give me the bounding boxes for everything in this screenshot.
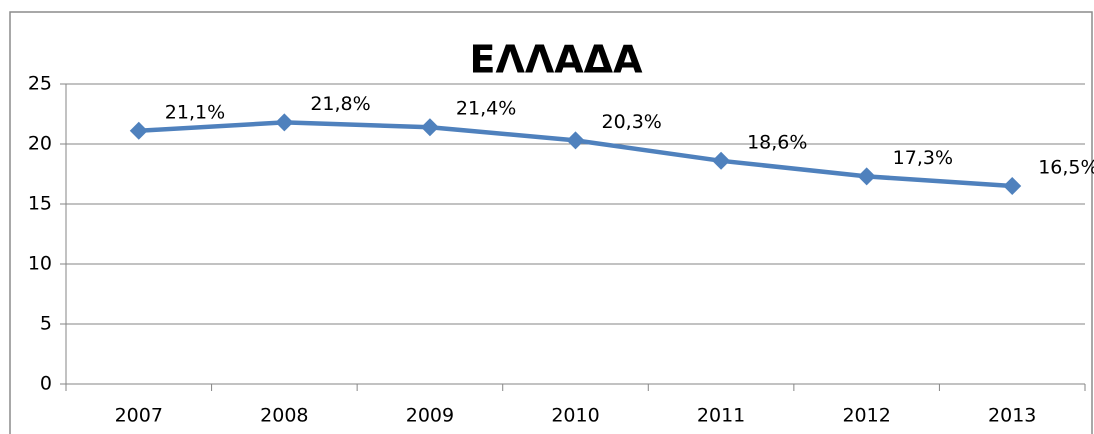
chart-frame bbox=[9, 11, 1093, 434]
x-tick-label: 2009 bbox=[406, 405, 454, 427]
x-tick-label: 2010 bbox=[551, 405, 599, 427]
data-label: 21,4% bbox=[456, 98, 516, 120]
y-tick-label: 20 bbox=[28, 133, 52, 155]
data-point bbox=[275, 113, 294, 132]
data-point bbox=[129, 121, 148, 140]
x-tick-label: 2012 bbox=[842, 405, 890, 427]
y-tick-label: 25 bbox=[28, 73, 52, 95]
data-point bbox=[712, 151, 731, 170]
data-label: 21,1% bbox=[165, 101, 225, 123]
data-label: 21,8% bbox=[310, 93, 370, 115]
y-tick-label: 15 bbox=[28, 193, 52, 215]
data-label: 16,5% bbox=[1038, 157, 1094, 179]
data-point bbox=[857, 167, 876, 186]
data-point bbox=[420, 118, 439, 137]
x-tick-label: 2007 bbox=[115, 405, 163, 427]
data-label: 18,6% bbox=[747, 131, 807, 153]
x-tick-label: 2008 bbox=[260, 405, 308, 427]
data-label: 20,3% bbox=[602, 111, 662, 133]
data-point bbox=[566, 131, 585, 150]
x-tick-label: 2011 bbox=[697, 405, 745, 427]
data-label: 17,3% bbox=[893, 147, 953, 169]
chart-title: ΕΛΛΑΔΑ bbox=[469, 38, 643, 82]
y-tick-label: 5 bbox=[40, 313, 52, 335]
y-tick-label: 0 bbox=[40, 373, 52, 395]
data-point bbox=[1003, 177, 1022, 195]
x-tick-label: 2013 bbox=[988, 405, 1036, 427]
y-tick-label: 10 bbox=[28, 253, 52, 275]
